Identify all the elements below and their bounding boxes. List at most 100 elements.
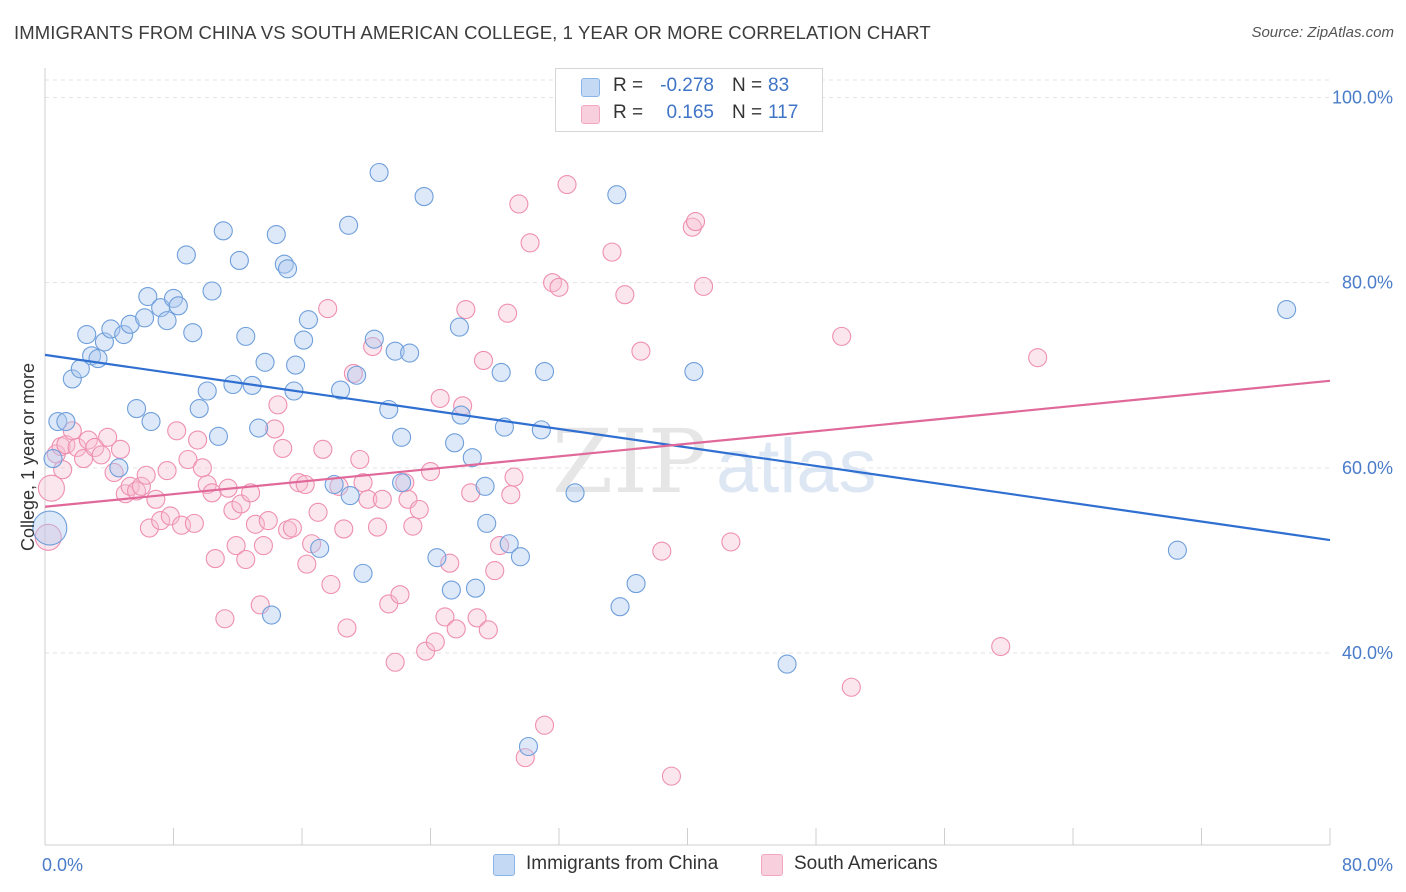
data-point-south-americans xyxy=(295,474,315,495)
data-point-south-americans xyxy=(991,636,1011,657)
stats-n-value: 117 xyxy=(768,102,799,123)
x-tick-label: 80.0% xyxy=(1342,855,1393,875)
data-point-china xyxy=(626,574,646,594)
data-point-china xyxy=(189,399,209,419)
data-point-south-americans xyxy=(53,460,73,480)
data-point-south-americans xyxy=(192,458,212,478)
legend-label-south-americans: South Americans xyxy=(794,853,938,874)
y-tick-label: 100.0% xyxy=(1332,88,1393,108)
legend: Immigrants from China South Americans xyxy=(0,852,1406,878)
data-point-south-americans xyxy=(490,536,510,556)
data-point-china xyxy=(385,341,405,361)
data-point-china xyxy=(369,162,389,183)
x-tick-label: 0.0% xyxy=(42,855,83,875)
data-point-south-americans xyxy=(98,427,118,447)
stats-swatch-china xyxy=(581,78,600,97)
data-point-south-americans xyxy=(832,326,852,346)
watermark-atlas: atlas xyxy=(716,424,877,509)
data-point-china xyxy=(138,287,158,307)
data-point-china xyxy=(223,374,243,395)
stats-r-value: 0.165 xyxy=(666,102,714,123)
data-point-south-americans xyxy=(372,489,392,509)
data-point-china xyxy=(1277,299,1297,320)
data-point-south-americans xyxy=(273,438,293,458)
data-point-china xyxy=(441,580,461,600)
data-point-south-americans xyxy=(131,476,151,496)
data-point-south-americans xyxy=(602,242,622,262)
data-point-south-americans xyxy=(509,194,529,214)
data-point-south-americans xyxy=(146,489,166,509)
data-point-china xyxy=(202,281,222,301)
data-point-south-americans xyxy=(202,483,222,503)
data-point-south-americans xyxy=(205,549,225,569)
data-point-south-americans xyxy=(435,607,455,627)
data-point-china xyxy=(607,185,627,205)
data-point-south-americans xyxy=(485,561,505,581)
data-point-china xyxy=(229,250,249,270)
stats-row-south-americans: R = 0.165 N = 117 xyxy=(556,100,822,128)
axes xyxy=(44,68,1331,846)
data-point-south-americans xyxy=(367,517,388,537)
data-point-china xyxy=(168,296,188,316)
data-point-china xyxy=(249,418,269,438)
data-point-china xyxy=(135,308,155,328)
data-point-south-americans xyxy=(151,511,171,531)
data-point-china xyxy=(449,317,469,337)
trend-line-south-americans xyxy=(44,379,1331,508)
data-point-south-americans xyxy=(184,513,204,533)
stats-row-china: R = -0.278 N = 83 xyxy=(556,73,822,101)
data-point-south-americans xyxy=(515,748,535,768)
watermark-zip: ZIP xyxy=(552,410,707,513)
data-point-china xyxy=(340,486,360,506)
data-point-china xyxy=(43,449,63,469)
data-point-china xyxy=(310,538,330,558)
data-point-china xyxy=(157,311,177,331)
trend-lines xyxy=(44,353,1331,542)
data-point-south-americans xyxy=(282,518,302,538)
data-point-south-americans xyxy=(110,439,131,459)
data-point-china xyxy=(109,458,129,478)
data-point-south-americans xyxy=(440,553,460,573)
data-point-south-americans xyxy=(409,499,429,520)
tick-labels: 100.0% 80.0% 60.0% 40.0% 0.0% 80.0% xyxy=(42,88,1393,876)
stats-box: R = -0.278 N = 83 R = 0.165 N = 117 xyxy=(555,68,823,132)
stats-n-label: N = xyxy=(732,75,763,96)
legend-swatch-south-americans xyxy=(761,854,783,876)
data-point-china xyxy=(427,548,447,568)
data-point-china xyxy=(491,362,511,383)
data-point-south-americans xyxy=(520,233,540,253)
data-point-south-americans xyxy=(337,618,357,638)
data-point-china xyxy=(298,310,318,330)
data-point-china xyxy=(445,433,465,453)
data-point-china xyxy=(518,736,539,757)
data-point-south-americans xyxy=(557,174,577,195)
y-tick-label: 80.0% xyxy=(1342,273,1393,293)
stats-r-label: R = xyxy=(613,102,644,123)
chart-title: IMMIGRANTS FROM CHINA VS SOUTH AMERICAN … xyxy=(14,22,931,43)
data-point-south-americans xyxy=(615,285,635,305)
data-point-south-americans xyxy=(430,388,450,408)
data-point-south-americans xyxy=(473,350,494,370)
data-point-china xyxy=(392,427,412,447)
data-point-south-americans xyxy=(85,437,105,458)
data-point-china xyxy=(339,215,359,235)
series-south-americans xyxy=(34,106,1048,786)
data-point-south-americans xyxy=(37,474,65,502)
data-point-china xyxy=(499,534,519,554)
data-point-china xyxy=(534,361,555,382)
data-point-south-americans xyxy=(467,608,487,628)
data-point-south-americans xyxy=(56,435,76,455)
data-point-south-americans xyxy=(223,500,243,520)
data-point-china xyxy=(236,326,256,346)
data-point-south-americans xyxy=(456,299,476,320)
data-point-south-americans xyxy=(313,439,333,459)
data-point-south-americans xyxy=(682,217,702,237)
data-point-south-americans xyxy=(549,277,569,297)
watermark: ZIP atlas xyxy=(552,410,877,513)
data-point-china xyxy=(88,349,108,369)
data-point-china xyxy=(330,380,351,400)
data-point-south-americans xyxy=(268,395,288,415)
data-point-south-americans xyxy=(390,585,410,605)
data-point-south-americans xyxy=(420,461,441,482)
data-point-south-americans xyxy=(334,519,354,539)
